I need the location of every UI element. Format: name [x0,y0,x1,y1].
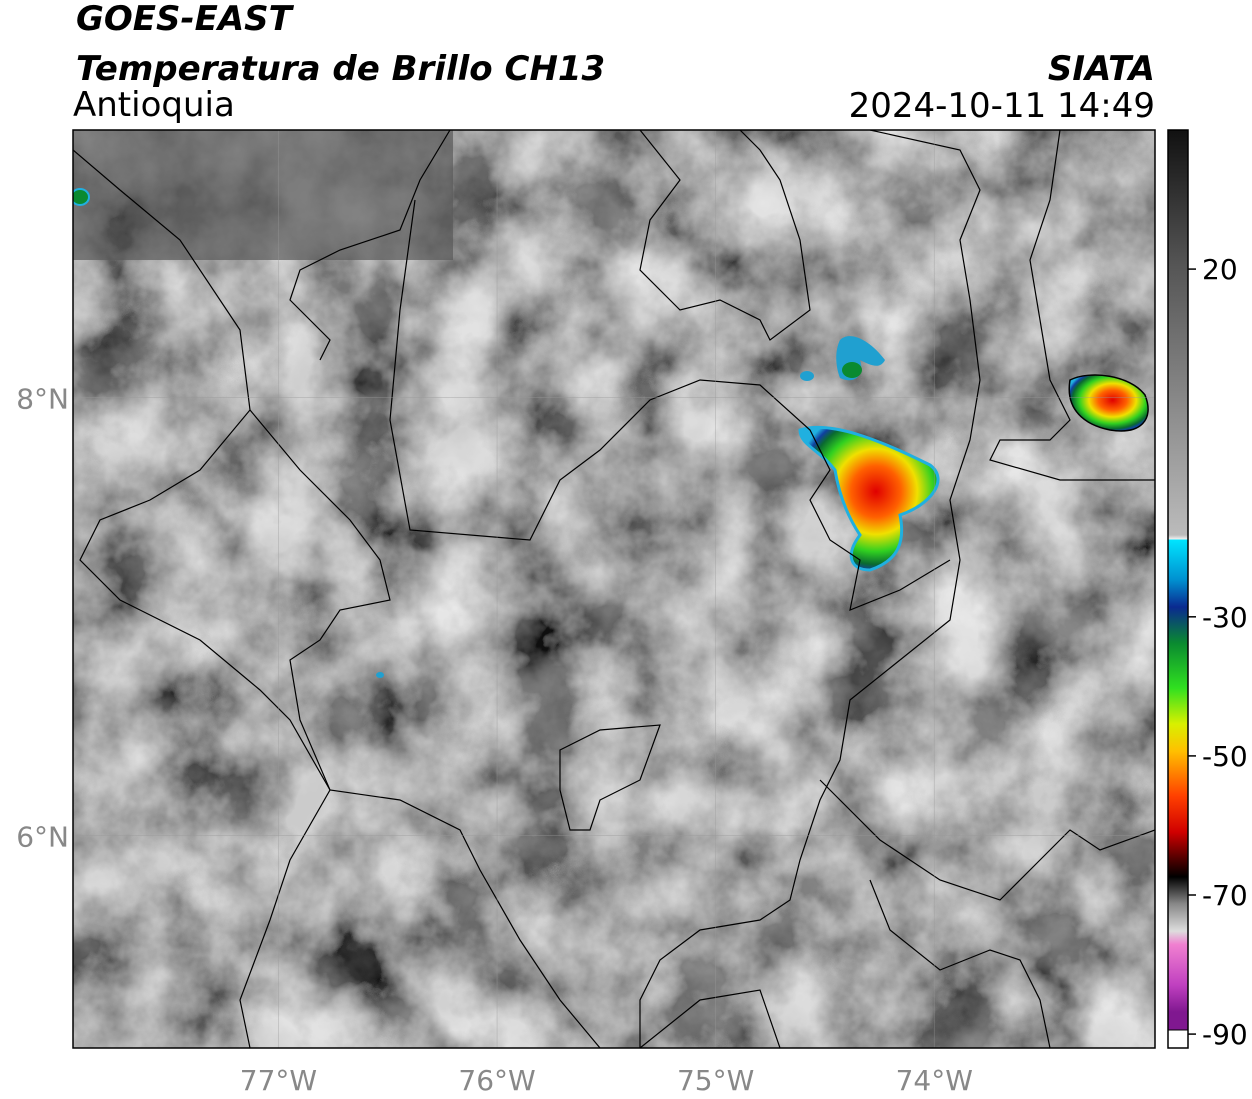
y-tick-label: 6°N [16,820,69,853]
storm-cell [73,188,90,206]
map-frame [72,129,1156,1049]
x-tick-label: 76°W [458,1064,535,1097]
x-tick-label: 75°W [677,1064,754,1097]
colorbar-extend [1167,1029,1189,1049]
y-tick-label: 8°N [16,382,69,415]
subtitle: Temperatura de Brillo CH13 [76,49,605,89]
colorbar-frame [1167,129,1189,1049]
x-tick-label: 77°W [240,1064,317,1097]
colorbar-tick-label: -30 [1202,601,1248,634]
colorbar-ticks: 20 -30 -50 -70 -90 [1188,253,1248,1051]
storm-cell [376,672,384,678]
cloud-field [73,130,1155,1048]
storm-cell [798,425,940,572]
gridlines [73,130,1155,1048]
colorbar-tick-label: 20 [1202,253,1238,286]
storm-cell [1068,374,1149,432]
region: Antioquia [73,85,235,125]
x-tick-label: 74°W [896,1064,973,1097]
storms [73,188,1149,678]
colorbar [1168,130,1188,1030]
colorbar-tick-label: -50 [1202,740,1248,773]
title: GOES-EAST [76,0,295,39]
colorbar-tick-label: -90 [1202,1018,1248,1051]
storm-cell [800,371,814,381]
map-image [73,130,1155,1048]
timestamp: 2024-10-11 14:49 [849,86,1155,126]
colorbar-tick-label: -70 [1202,879,1248,912]
storm-core [842,362,862,378]
borders [73,130,1155,1048]
sea [73,130,453,260]
source: SIATA [1048,49,1155,89]
